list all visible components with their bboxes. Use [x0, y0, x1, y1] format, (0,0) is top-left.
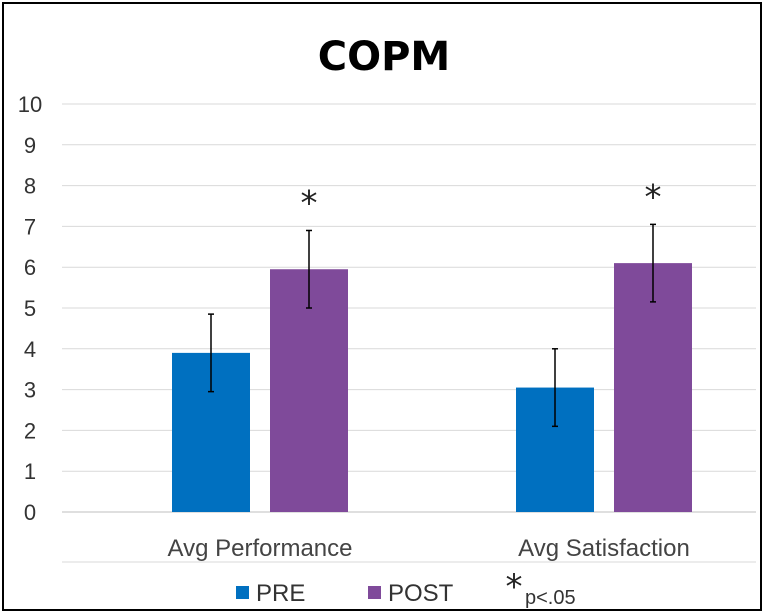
bar-post-2: [614, 263, 692, 512]
y-tick-label-5: 5: [24, 296, 36, 321]
y-tick-label-8: 8: [24, 174, 36, 199]
category-labels: Avg Performance Avg Satisfaction: [168, 535, 690, 562]
y-tick-label-10: 10: [18, 92, 42, 117]
significance-markers: * *: [301, 177, 662, 223]
y-tick-label-3: 3: [24, 378, 36, 403]
chart-title: COPM: [318, 34, 450, 80]
bar-post-1: [270, 269, 348, 512]
legend: PRE POST * p<.05: [236, 567, 576, 609]
y-tick-label-2: 2: [24, 418, 36, 443]
error-bars: [208, 223, 656, 428]
y-tick-label-6: 6: [24, 255, 36, 280]
legend-label-post: POST: [388, 580, 454, 607]
category-label-1: Avg Performance: [168, 535, 353, 562]
legend-label-pre: PRE: [256, 580, 305, 607]
legend-significance-star: *: [506, 567, 523, 607]
y-tick-label-9: 9: [24, 133, 36, 158]
y-tick-label-7: 7: [24, 214, 36, 239]
legend-swatch-pre: [236, 586, 249, 599]
y-tick-label-1: 1: [24, 459, 36, 484]
bars: [172, 263, 692, 512]
legend-significance-label: p<.05: [525, 587, 576, 609]
significance-star-1: *: [301, 183, 318, 223]
category-label-2: Avg Satisfaction: [518, 535, 690, 562]
y-tick-label-0: 0: [24, 500, 36, 525]
legend-swatch-post: [368, 586, 381, 599]
y-tick-label-4: 4: [24, 337, 36, 362]
significance-star-2: *: [645, 177, 662, 217]
chart-frame: COPM 0 1 2 3 4 5 6 7 8 9 10 * * Avg Performance Avg …: [2, 2, 762, 611]
y-tick-labels: 0 1 2 3 4 5 6 7 8 9 10: [18, 92, 42, 525]
